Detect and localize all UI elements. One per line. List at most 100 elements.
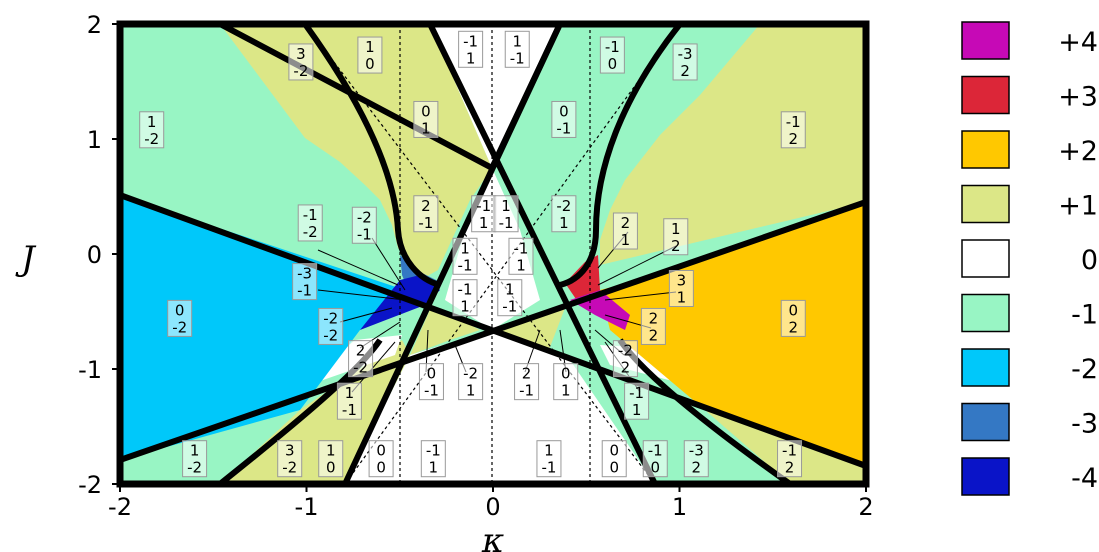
phase-label-top: 3 xyxy=(677,272,687,290)
phase-label-box xyxy=(504,30,530,68)
region-left-minus2 xyxy=(120,195,405,460)
phase-label-top: -2 xyxy=(463,365,478,383)
phase-label: -11 xyxy=(420,440,446,478)
phase-label: -21 xyxy=(551,195,577,233)
legend-entry: -2 xyxy=(961,348,1098,387)
x-tick-label: -1 xyxy=(295,493,319,521)
phase-label-bottom: 2 xyxy=(788,130,798,148)
legend-entry: +1 xyxy=(961,184,1098,224)
phase-label: 1-1 xyxy=(336,382,362,420)
phase-label-top: 0 xyxy=(376,442,386,460)
phase-label-box xyxy=(780,111,806,149)
phase-label-top: 0 xyxy=(609,442,619,460)
phase-label-box xyxy=(357,36,383,74)
phase-label: 3-2 xyxy=(288,43,314,81)
phase-label: 12 xyxy=(663,218,689,256)
phase-label-bottom: 2 xyxy=(621,359,631,377)
phase-label: -2-2 xyxy=(318,307,344,345)
phase-label-bottom: -2 xyxy=(303,223,318,241)
phase-label-top: -2 xyxy=(556,197,571,215)
phase-label-top: 1 xyxy=(190,442,200,460)
phase-label-bottom: 2 xyxy=(649,326,659,344)
phase-label: -10 xyxy=(642,440,668,478)
phase-label: 01 xyxy=(413,100,439,138)
phase-label-bottom: -2 xyxy=(323,326,338,344)
y-tick-label: -2 xyxy=(78,471,102,499)
phase-label-top: 0 xyxy=(175,301,185,319)
y-tick-label: 1 xyxy=(87,126,102,154)
legend-entry: -4 xyxy=(961,457,1098,496)
phase-label: 0-2 xyxy=(167,299,193,337)
phase-label-box xyxy=(277,440,303,478)
phase-labels: 1-23-210-111-1-10-32-12010-1-1-2-2-12-1-… xyxy=(139,30,806,478)
phase-label-box xyxy=(663,218,689,256)
phase-label-top: -3 xyxy=(689,442,704,460)
phase-label-bottom: 1 xyxy=(516,256,526,274)
phase-label-bottom: -1 xyxy=(342,401,357,419)
phase-label-bottom: 1 xyxy=(561,382,571,400)
legend-swatch xyxy=(961,293,1010,333)
phase-label: 21 xyxy=(612,212,638,250)
phase-label-box xyxy=(182,440,208,478)
phase-label-box xyxy=(642,440,668,478)
phase-label-bottom: 2 xyxy=(692,459,702,477)
phase-label: -11 xyxy=(452,279,478,317)
phase-label-top: -1 xyxy=(782,442,797,460)
phase-label: 1-1 xyxy=(452,237,478,275)
phase-label-top: -1 xyxy=(605,38,620,56)
phase-label: -2-1 xyxy=(351,206,377,244)
phase-label-box xyxy=(336,382,362,420)
phase-label-box xyxy=(292,263,318,301)
phase-label-bottom: 2 xyxy=(671,237,681,255)
legend-label: +2 xyxy=(1058,136,1098,167)
legend-label: -3 xyxy=(1071,409,1098,440)
phase-label-top: 0 xyxy=(421,102,431,120)
y-tick-label: -1 xyxy=(78,356,102,384)
phase-label: 1-1 xyxy=(497,279,523,317)
legend: +4 +3 +2 +1 0 -1 -2 -3 -4 xyxy=(961,21,1098,496)
phase-label: 2-1 xyxy=(413,195,439,233)
y-axis-label: J xyxy=(15,239,37,279)
phase-label-box xyxy=(508,237,534,275)
phase-label-bottom: -1 xyxy=(357,225,372,243)
phase-label: 1-2 xyxy=(182,440,208,478)
phase-label-bottom: -1 xyxy=(297,282,312,300)
phase-label-bottom: 2 xyxy=(785,459,795,477)
legend-entry: +3 xyxy=(961,75,1098,115)
legend-swatch xyxy=(961,21,1010,60)
phase-label-top: 1 xyxy=(544,442,554,460)
legend-label: -2 xyxy=(1071,354,1098,385)
legend-swatch xyxy=(961,184,1010,224)
phase-label-box xyxy=(640,307,666,345)
phase-label-top: 1 xyxy=(671,220,681,238)
phase-label-top: -1 xyxy=(513,239,528,257)
legend-swatch xyxy=(961,130,1010,169)
legend-swatch xyxy=(961,239,1010,278)
phase-label-bottom: -1 xyxy=(556,119,571,137)
phase-label-bottom: 1 xyxy=(677,289,687,307)
phase-label-top: -3 xyxy=(297,265,312,283)
phase-label: 2-1 xyxy=(514,363,540,401)
legend-entry: -3 xyxy=(961,402,1098,442)
phase-label-top: -1 xyxy=(476,197,491,215)
phase-label: 31 xyxy=(668,270,694,307)
phase-label-bottom: 1 xyxy=(479,214,489,232)
phase-label-top: -2 xyxy=(323,309,338,327)
phase-label-top: -1 xyxy=(463,32,478,50)
phase-label-bottom: 0 xyxy=(365,55,375,73)
phase-label-bottom: -2 xyxy=(172,318,187,336)
phase-label-box xyxy=(368,440,394,478)
phase-label-top: -2 xyxy=(357,208,372,226)
legend-swatch xyxy=(961,75,1010,115)
phase-label-bottom: 1 xyxy=(421,119,431,137)
phase-label-top: 1 xyxy=(147,113,157,131)
phase-label-top: 3 xyxy=(285,442,295,460)
phase-label: 1-2 xyxy=(139,111,165,149)
phase-label-top: -2 xyxy=(618,342,633,360)
phase-label-box xyxy=(452,279,478,317)
phase-label: -1-2 xyxy=(297,204,323,242)
phase-label-box xyxy=(318,440,344,478)
phase-label-bottom: 1 xyxy=(460,298,470,316)
phase-label: -11 xyxy=(458,30,484,68)
phase-label-bottom: 1 xyxy=(621,231,631,249)
